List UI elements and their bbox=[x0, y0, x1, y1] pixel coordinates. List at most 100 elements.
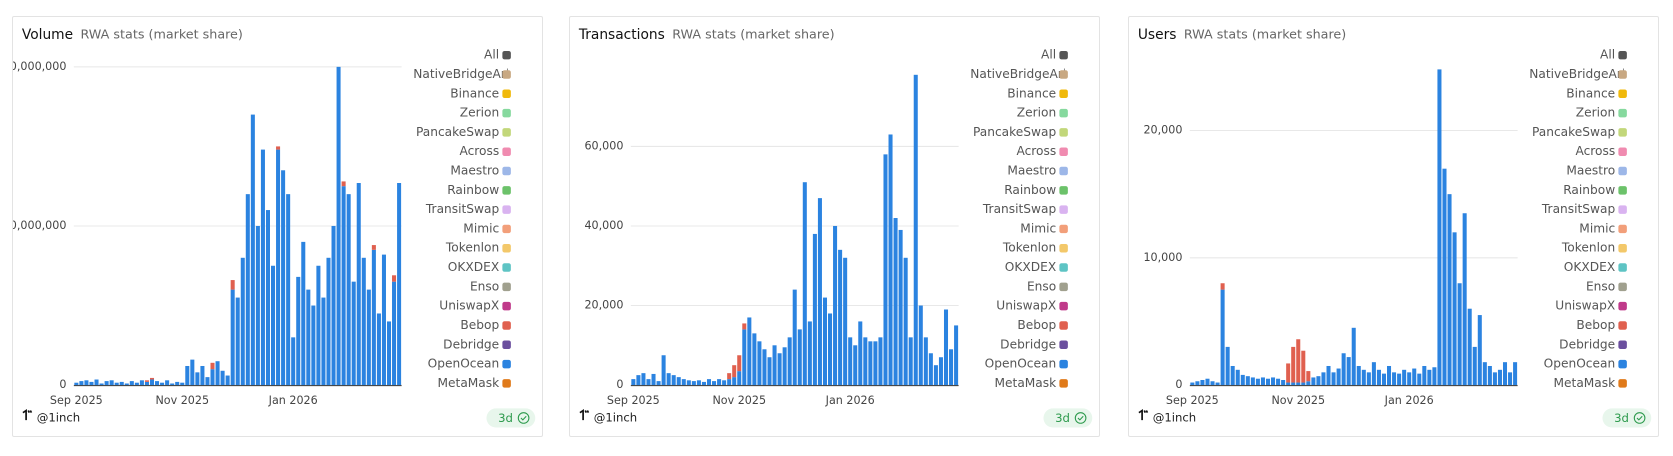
legend-swatch bbox=[1618, 282, 1627, 292]
chart-subtitle: RWA stats (market share) bbox=[672, 27, 834, 42]
bar bbox=[276, 149, 281, 386]
legend-swatch bbox=[1059, 50, 1068, 60]
bar bbox=[260, 149, 265, 386]
bar bbox=[1387, 365, 1392, 386]
bar bbox=[99, 383, 104, 386]
bar bbox=[858, 321, 863, 386]
bar bbox=[361, 257, 366, 386]
legend-label: Maestro bbox=[450, 164, 499, 178]
legend-label: Zerion bbox=[460, 106, 499, 120]
legend-swatch bbox=[502, 70, 511, 79]
legend-swatch bbox=[1059, 359, 1068, 369]
legend-label: NativeBridgeArbitrum bbox=[413, 67, 542, 81]
bar bbox=[933, 365, 938, 386]
bar bbox=[200, 365, 205, 386]
bar bbox=[792, 289, 797, 386]
bar bbox=[797, 329, 802, 386]
bar bbox=[782, 347, 787, 386]
bar bbox=[1381, 373, 1386, 386]
legend-label: OKXDEX bbox=[1005, 260, 1056, 274]
bar bbox=[631, 379, 636, 386]
bar bbox=[838, 249, 843, 386]
legend-swatch bbox=[1059, 166, 1068, 176]
bar bbox=[1301, 350, 1306, 383]
legend-label: Tokenlon bbox=[1002, 241, 1056, 255]
bar bbox=[903, 257, 908, 386]
bar bbox=[822, 297, 827, 386]
bar bbox=[742, 329, 747, 386]
logo bbox=[1138, 408, 1149, 421]
bar bbox=[949, 349, 954, 386]
bar bbox=[341, 186, 346, 386]
logo bbox=[579, 408, 590, 421]
chart: Volume RWA stats (market share) 0 10,000,00… bbox=[13, 27, 542, 428]
bar bbox=[392, 275, 397, 282]
legend-swatch bbox=[502, 263, 511, 272]
bar bbox=[351, 281, 356, 386]
bar bbox=[1215, 382, 1220, 386]
bar bbox=[1346, 357, 1351, 386]
bar bbox=[1200, 379, 1205, 386]
bar bbox=[1245, 376, 1250, 386]
legend-swatch bbox=[1618, 147, 1627, 156]
check-mark bbox=[520, 415, 527, 421]
legend-swatch bbox=[1059, 340, 1068, 350]
bar bbox=[245, 194, 250, 386]
bar bbox=[296, 276, 301, 386]
legend-swatch bbox=[1618, 186, 1627, 195]
legend-swatch bbox=[502, 186, 511, 195]
bar bbox=[1356, 365, 1361, 386]
bar bbox=[893, 218, 898, 386]
legend-label: Debridge bbox=[1000, 337, 1056, 351]
bar bbox=[225, 375, 230, 386]
bar bbox=[160, 382, 165, 386]
legend-label: Mimic bbox=[463, 221, 499, 235]
legend-swatch bbox=[1059, 205, 1068, 214]
bar bbox=[346, 194, 351, 386]
y-tick-label: 10,000,000 bbox=[13, 219, 66, 232]
bar bbox=[923, 337, 928, 386]
legend-label: OKXDEX bbox=[448, 260, 499, 274]
logo-mark bbox=[1138, 408, 1149, 421]
legend-label: Zerion bbox=[1017, 106, 1056, 120]
legend-label: Mimic bbox=[1579, 221, 1615, 235]
legend-swatch bbox=[502, 301, 511, 311]
legend-label: Bebop bbox=[1017, 318, 1056, 332]
bar bbox=[777, 353, 782, 386]
legend-swatch bbox=[502, 128, 511, 137]
legend-label: All bbox=[484, 48, 499, 62]
legend-swatch bbox=[502, 89, 511, 99]
bar bbox=[1482, 362, 1487, 386]
legend-label: OKXDEX bbox=[1564, 260, 1615, 274]
legend-swatch bbox=[1618, 89, 1627, 99]
legend-swatch bbox=[1059, 89, 1068, 99]
bar bbox=[727, 373, 732, 380]
bar bbox=[817, 198, 822, 386]
legend-swatch bbox=[502, 379, 511, 388]
bar bbox=[681, 379, 686, 386]
bar bbox=[641, 373, 646, 386]
check-icon bbox=[1633, 412, 1646, 424]
period-label: 3d bbox=[498, 411, 513, 425]
bar bbox=[737, 355, 742, 372]
bar bbox=[376, 313, 381, 386]
logo-mark bbox=[22, 408, 33, 421]
bar bbox=[1361, 369, 1366, 386]
bar bbox=[1220, 283, 1225, 290]
bar bbox=[265, 210, 270, 386]
legend-label: TransitSwap bbox=[982, 202, 1057, 216]
bar bbox=[84, 380, 89, 386]
bar bbox=[356, 183, 361, 386]
legend-label: Enso bbox=[1586, 279, 1615, 293]
bar bbox=[943, 309, 949, 386]
bar bbox=[1276, 378, 1281, 386]
bar bbox=[271, 265, 276, 386]
bar bbox=[868, 341, 873, 386]
bar bbox=[1462, 213, 1467, 386]
bar bbox=[757, 341, 762, 386]
bar bbox=[747, 317, 752, 386]
legend-label: Mimic bbox=[1020, 221, 1056, 235]
bar bbox=[1260, 377, 1265, 386]
bar bbox=[321, 297, 326, 386]
